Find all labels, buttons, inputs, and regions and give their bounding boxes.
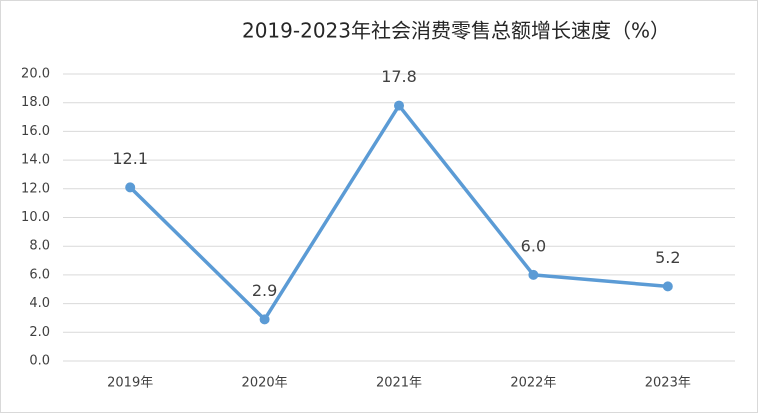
- y-tick-label: 16.0: [21, 124, 50, 139]
- data-label: 2.9: [252, 281, 277, 300]
- chart-title: 2019-2023年社会消费零售总额增长速度（%）: [242, 19, 670, 43]
- data-label: 6.0: [521, 236, 546, 255]
- x-tick-label: 2020年: [242, 376, 288, 391]
- data-label: 17.8: [381, 67, 417, 86]
- x-tick-label: 2022年: [510, 376, 556, 391]
- y-tick-label: 4.0: [29, 296, 50, 311]
- marker: [125, 182, 136, 193]
- x-tick-label: 2021年: [376, 376, 422, 391]
- y-tick-label: 6.0: [29, 267, 50, 282]
- y-tick-label: 2.0: [29, 325, 50, 340]
- y-tick-label: 10.0: [21, 210, 50, 225]
- x-tick-label: 2023年: [645, 376, 691, 391]
- marker: [394, 100, 404, 111]
- y-tick-label: 8.0: [29, 239, 50, 254]
- marker: [662, 281, 673, 292]
- y-tick-label: 0.0: [29, 354, 50, 369]
- data-label: 5.2: [655, 248, 680, 267]
- data-label: 12.1: [112, 149, 148, 168]
- y-tick-label: 12.0: [21, 181, 50, 196]
- y-tick-label: 14.0: [21, 153, 50, 168]
- marker: [528, 269, 539, 280]
- x-tick-label: 2019年: [107, 376, 153, 391]
- marker: [259, 314, 270, 325]
- y-tick-label: 20.0: [21, 67, 50, 82]
- y-tick-label: 18.0: [21, 95, 50, 110]
